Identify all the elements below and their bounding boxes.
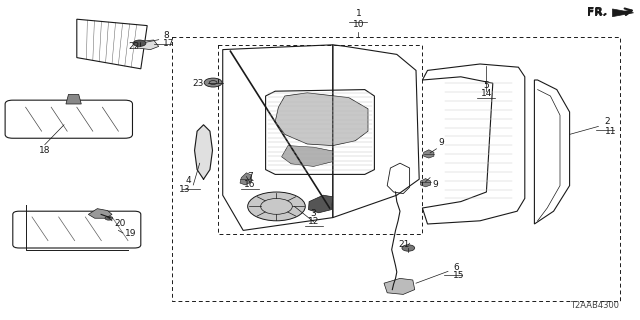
Circle shape (204, 78, 222, 87)
Polygon shape (612, 9, 634, 17)
Text: 6: 6 (453, 263, 459, 272)
Text: 21: 21 (398, 240, 410, 249)
Text: 5: 5 (484, 81, 489, 90)
Text: 2: 2 (605, 117, 611, 126)
Polygon shape (384, 278, 415, 294)
Text: 4: 4 (185, 176, 191, 185)
Text: 12: 12 (308, 217, 319, 226)
Text: 3: 3 (311, 209, 316, 218)
Text: 20: 20 (114, 219, 125, 228)
Text: 7: 7 (247, 172, 252, 181)
Circle shape (105, 216, 113, 220)
Text: 18: 18 (39, 146, 51, 155)
Text: 10: 10 (353, 20, 364, 29)
Circle shape (248, 192, 305, 221)
Circle shape (402, 245, 415, 251)
Text: 19: 19 (125, 229, 136, 238)
Text: 8: 8 (163, 31, 169, 40)
Text: 14: 14 (481, 89, 492, 98)
Text: T2AAB4300: T2AAB4300 (570, 301, 620, 310)
Polygon shape (240, 173, 252, 185)
Text: 11: 11 (605, 127, 616, 136)
Text: FR.: FR. (588, 7, 608, 17)
Circle shape (133, 40, 146, 46)
Text: 23: 23 (192, 79, 204, 88)
Text: 9: 9 (432, 180, 438, 188)
Text: 13: 13 (179, 185, 191, 194)
Polygon shape (424, 150, 434, 158)
Text: 15: 15 (453, 271, 465, 280)
Text: 9: 9 (438, 138, 444, 147)
Text: 1: 1 (356, 9, 361, 18)
Polygon shape (420, 179, 431, 187)
Polygon shape (88, 209, 112, 218)
Text: 22: 22 (128, 42, 140, 51)
Text: FR.: FR. (587, 8, 606, 18)
Polygon shape (195, 125, 212, 179)
Text: 16: 16 (244, 180, 255, 189)
Polygon shape (308, 195, 333, 213)
Polygon shape (66, 94, 81, 104)
Text: 17: 17 (163, 39, 175, 48)
Polygon shape (282, 146, 333, 166)
Polygon shape (275, 93, 368, 146)
Polygon shape (138, 40, 159, 50)
